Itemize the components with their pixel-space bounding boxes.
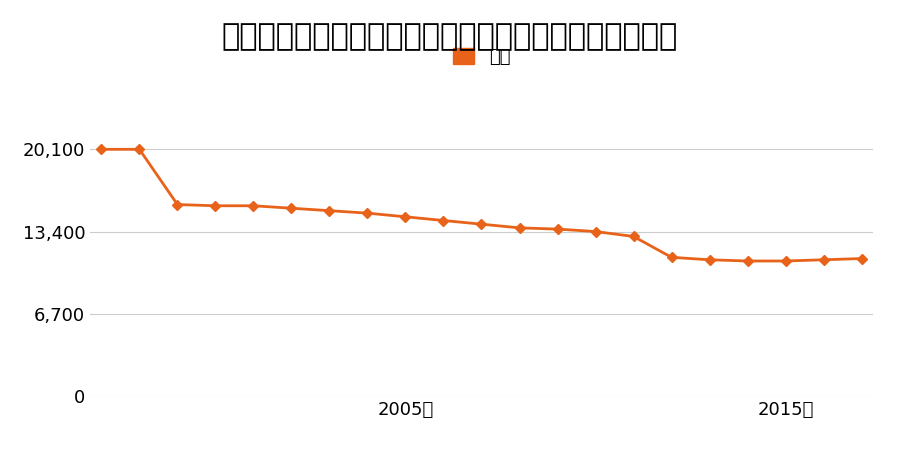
Legend: 価格: 価格	[446, 40, 518, 73]
Text: 福島県双葉郡広野町大字折木字大平９１番７の地価推移: 福島県双葉郡広野町大字折木字大平９１番７の地価推移	[222, 22, 678, 51]
